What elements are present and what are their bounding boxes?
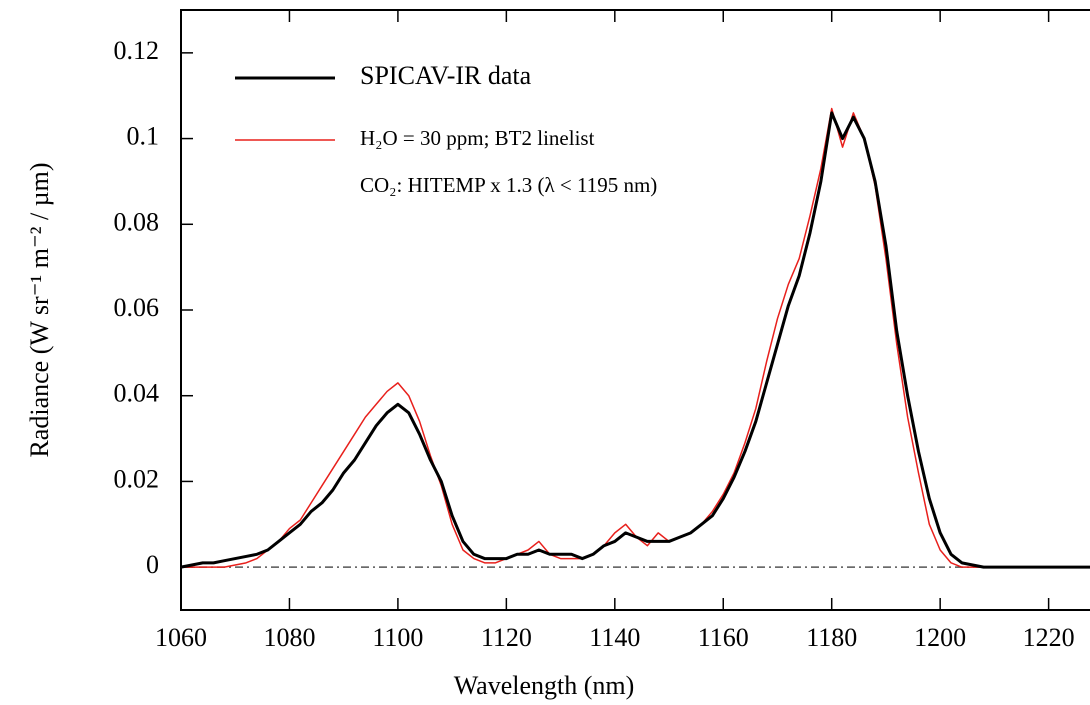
x-tick-label: 1140 (589, 623, 640, 652)
x-tick-label: 1120 (481, 623, 532, 652)
y-tick-label: 0.06 (114, 293, 160, 322)
legend-label: SPICAV-IR data (360, 61, 532, 90)
annotation: CO₂: HITEMP x 1.3 (λ < 1195 nm) (360, 173, 657, 197)
y-tick-label: 0 (146, 550, 159, 579)
x-tick-label: 1220 (1023, 623, 1075, 652)
x-axis-label: Wavelength (nm) (454, 671, 635, 700)
plot-frame (180, 9, 1090, 611)
y-axis-label: Radiance (W sr⁻¹ m⁻² / µm) (25, 162, 54, 457)
x-tick-label: 1100 (372, 623, 423, 652)
y-tick-label: 0.1 (127, 122, 160, 151)
x-tick-label: 1060 (155, 623, 207, 652)
y-tick-label: 0.12 (114, 36, 160, 65)
legend-label: H₂O = 30 ppm; BT2 linelist (360, 126, 595, 150)
x-tick-label: 1160 (698, 623, 749, 652)
x-tick-label: 1180 (806, 623, 857, 652)
data-line (180, 111, 1090, 569)
y-tick-label: 0.02 (114, 464, 160, 493)
y-tick-label: 0.08 (114, 207, 160, 236)
x-tick-label: 1200 (914, 623, 966, 652)
x-tick-label: 1080 (263, 623, 315, 652)
y-tick-label: 0.04 (114, 379, 160, 408)
